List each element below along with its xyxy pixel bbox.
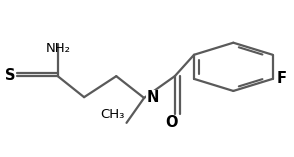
Text: F: F: [277, 71, 287, 86]
Text: CH₃: CH₃: [101, 108, 125, 121]
Text: S: S: [5, 68, 15, 83]
Text: N: N: [146, 90, 159, 105]
Text: O: O: [165, 115, 178, 130]
Text: NH₂: NH₂: [45, 42, 70, 55]
